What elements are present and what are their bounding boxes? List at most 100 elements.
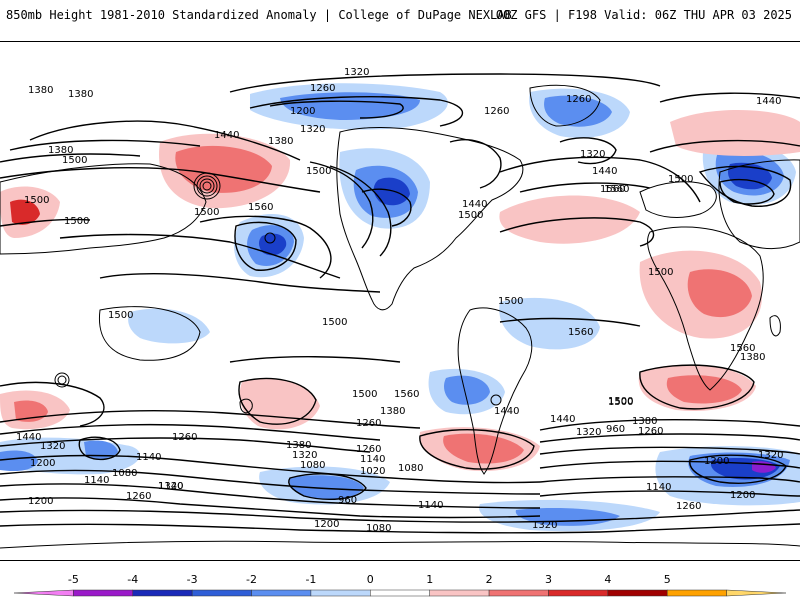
coastline-madagascar: [769, 315, 781, 337]
contour-label: 1440: [756, 96, 781, 107]
contour-label: 1260: [310, 83, 335, 94]
anomaly-negative-region: [259, 233, 287, 256]
closed-low-contour: [54, 372, 70, 388]
colorbar-segment: [191, 589, 252, 597]
contour-label: 1320: [40, 441, 65, 452]
colorbar-canvas: -5 -4 -3 -2 -1 0 1 2 3 4 5: [13, 573, 787, 597]
contour-label: 1320: [532, 520, 557, 531]
coastline-europe: [639, 181, 717, 218]
contour-label: 1500: [24, 195, 49, 206]
colorbar-tick-label: 2: [486, 573, 493, 586]
contour-label: 1380: [286, 440, 311, 451]
contour-label: 1080: [398, 463, 423, 474]
height-contour: [9, 139, 201, 151]
height-contour: [539, 476, 800, 483]
closed-low-contour: [199, 178, 215, 194]
height-contour: [0, 454, 541, 484]
contour-label: 1440: [550, 414, 575, 425]
contour-label: 1500: [194, 207, 219, 218]
colorbar-segment: [13, 589, 74, 597]
height-contour: [0, 167, 321, 193]
contour-label: 1260: [356, 418, 381, 429]
contour-label: 1320: [344, 67, 369, 78]
coastline-new-zealand: [239, 398, 253, 414]
colorbar-tick-label: 5: [664, 573, 671, 586]
contour-label: 1500: [498, 296, 523, 307]
contour-label: 1260: [676, 501, 701, 512]
header-bar: 850mb Height 1981-2010 Standardized Anom…: [0, 0, 800, 40]
contour-label: 1380: [740, 352, 765, 363]
height-contour: [0, 469, 541, 495]
contour-label: 1020: [360, 466, 385, 477]
contour-label: 1320: [580, 149, 605, 160]
contour-label: 1380: [28, 85, 53, 96]
colorbar-segment: [488, 589, 549, 597]
colorbar-segment: [666, 589, 727, 597]
colorbar-segment: [429, 589, 490, 597]
colorbar-segment: [73, 589, 134, 597]
contour-label: 960: [606, 424, 625, 435]
height-contour: [234, 221, 297, 271]
coastline-antarctica: [0, 540, 800, 549]
contour-label: 1500: [64, 216, 89, 227]
height-contour: [449, 139, 502, 189]
height-contour: [0, 218, 91, 227]
height-contour: [539, 490, 800, 497]
contour-label: 1260: [356, 444, 381, 455]
anomaly-positive-region: [670, 109, 800, 156]
height-contour: [229, 356, 401, 363]
contour-label: 1080: [366, 523, 391, 534]
contour-label: 1320: [158, 481, 183, 492]
height-contour: [419, 429, 535, 470]
closed-lows: [54, 172, 502, 406]
coastline-africa: [647, 226, 764, 391]
colorbar-tick-label: 1: [426, 573, 433, 586]
colorbar-tick-label: -4: [127, 573, 138, 586]
height-contour: [361, 188, 412, 227]
height-contour: [539, 418, 800, 431]
contour-label: 1140: [360, 454, 385, 465]
contour-label: 1380: [68, 89, 93, 100]
coastline-asia: [718, 159, 800, 250]
height-contour: [0, 497, 541, 519]
colorbar-segment: [548, 589, 609, 597]
height-contour: [0, 483, 541, 509]
anomaly-negative-region: [444, 375, 490, 405]
height-contour: [288, 473, 367, 500]
anomaly-negative-region: [0, 450, 38, 472]
contour-label: 1500: [322, 317, 347, 328]
colorbar-segment: [370, 589, 430, 597]
contour-label: 1140: [158, 481, 183, 492]
contour-label: 1500: [668, 174, 693, 185]
coastline-north-america: [336, 127, 524, 311]
colorbar-segment: [726, 589, 787, 597]
height-contour: [199, 215, 332, 279]
contour-label: 1440: [462, 199, 487, 210]
contour-label: 960: [338, 495, 357, 506]
height-contour: [499, 317, 641, 327]
height-contour: [0, 153, 141, 163]
height-contour: [689, 454, 787, 484]
contour-label: 1140: [84, 475, 109, 486]
contour-label: 1320: [758, 450, 783, 461]
contour-label: 1200: [314, 519, 339, 530]
contour-label: 1140: [646, 482, 671, 493]
height-contour: [639, 364, 755, 410]
anomaly-positive-region: [10, 199, 40, 225]
contour-label: 1320: [300, 124, 325, 135]
colorbar-segment: [132, 589, 193, 597]
contour-label: 1500: [62, 155, 87, 166]
contour-label: 1500: [608, 397, 633, 408]
coastline-greenland: [529, 84, 601, 127]
height-contour: [59, 233, 341, 279]
colorbar-tick-label: 4: [604, 573, 611, 586]
contour-label: 1440: [214, 130, 239, 141]
map-canvas: 1380 1380 1320 1260 1200 1260 1260 1440 …: [0, 42, 800, 560]
colorbar-segment: [607, 589, 668, 597]
height-contour: [0, 423, 381, 441]
height-contour: [249, 96, 463, 127]
closed-low-contour: [490, 394, 502, 406]
contour-label: 1440: [494, 406, 519, 417]
contour-label: 1500: [352, 389, 377, 400]
map-title: 850mb Height 1981-2010 Standardized Anom…: [6, 8, 512, 22]
